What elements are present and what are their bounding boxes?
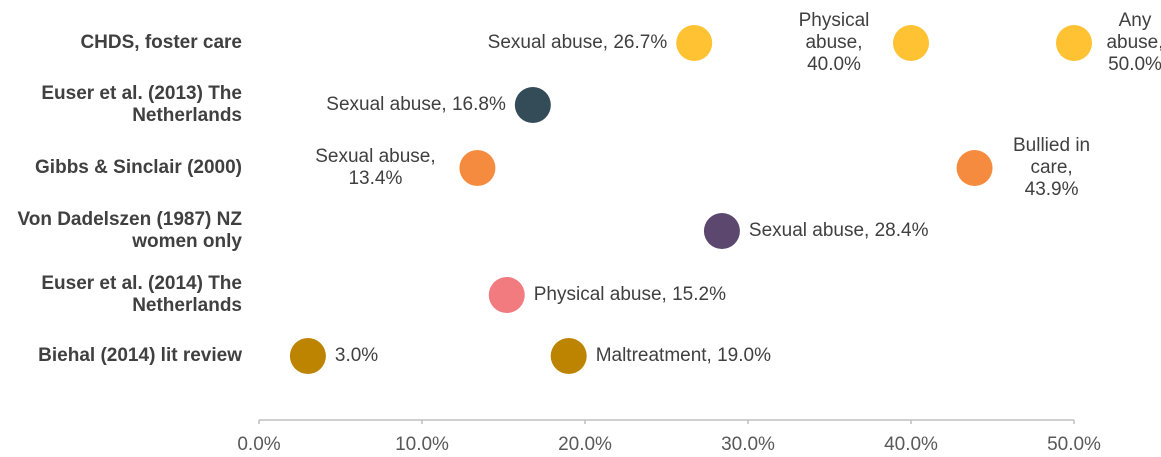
data-label: 3.0% [334,345,379,366]
category-label: Gibbs & Sinclair (2000) [35,157,242,178]
x-tick-label: 40.0% [884,434,938,455]
dot [703,213,740,249]
data-label: Sexual abuse, 16.8% [326,94,506,115]
x-tick-label: 30.0% [721,434,775,455]
dot [893,25,929,61]
dot [289,338,326,374]
category-label: Euser et al. (2013) The Netherlands [41,83,242,126]
category-label: Biehal (2014) lit review [38,345,242,366]
x-tick-label: 20.0% [558,434,612,455]
x-tick-label: 50.0% [1047,434,1101,455]
data-label: Sexual abuse, 13.4% [315,146,436,189]
x-tick-label: 10.0% [395,434,449,455]
data-label: Physical abuse, 40.0% [798,10,870,75]
dot [1056,25,1092,61]
data-label: Sexual abuse, 26.7% [487,32,668,53]
data-label: Maltreatment, 19.0% [595,345,771,366]
dot [550,338,587,374]
x-tick-label: 0.0% [237,434,281,455]
dot [956,150,993,186]
dot [676,25,713,61]
category-label: Von Dadelszen (1987) NZ women only [17,209,242,252]
data-label: Sexual abuse, 28.4% [748,220,929,241]
category-label: Euser et al. (2014) The Netherlands [41,273,242,316]
category-label: CHDS, foster care [80,32,242,53]
dot [488,277,525,313]
dot [514,87,551,123]
data-label: Any abuse, 50.0% [1106,10,1161,75]
data-label: Physical abuse, 15.2% [533,284,726,305]
data-label: Bullied in care, 43.9% [1013,135,1091,200]
dot [459,150,496,186]
